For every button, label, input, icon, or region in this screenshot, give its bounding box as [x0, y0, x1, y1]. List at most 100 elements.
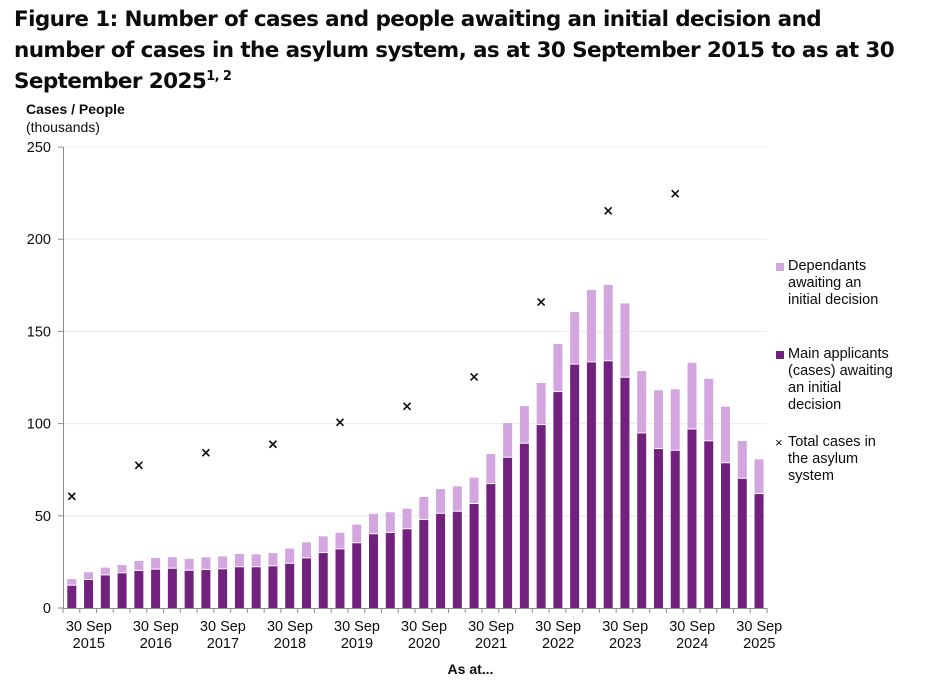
total-cases-marker [604, 206, 613, 215]
y-axis-title: Cases / People (thousands) [26, 100, 125, 136]
y-tick-label: 150 [27, 324, 51, 340]
bar-main-applicants [184, 570, 194, 608]
legend-label-line: awaiting an [788, 275, 862, 291]
bar-dependants [335, 532, 345, 549]
total-cases-marker [470, 372, 479, 382]
legend-label-line: Total cases in [788, 434, 876, 450]
bar-dependants [436, 489, 446, 513]
bar-main-applicants [385, 532, 395, 608]
bar-dependants [67, 579, 77, 585]
bar-main-applicants [603, 361, 613, 608]
bar-main-applicants [637, 433, 647, 608]
bar-dependants [167, 557, 177, 568]
bar-main-applicants [251, 567, 261, 608]
legend-label-line: an initial [788, 380, 842, 396]
bar-dependants [721, 406, 731, 463]
bar-dependants [553, 343, 563, 392]
bar-main-applicants [151, 569, 161, 608]
total-cases-marker [67, 492, 76, 501]
x-tick-label: 30 Sep [602, 619, 648, 635]
bar-dependants [503, 423, 513, 457]
bar-dependants [402, 508, 412, 529]
total-cases-marker [268, 440, 278, 449]
x-tick-label: 2022 [542, 636, 574, 652]
legend-label-line: decision [788, 397, 842, 413]
x-tick-label: 30 Sep [669, 619, 715, 635]
total-cases-marker [402, 402, 412, 411]
bar-dependants [603, 284, 613, 361]
bar-dependants [352, 524, 362, 543]
bar-main-applicants [503, 457, 513, 608]
bar-main-applicants [100, 575, 110, 608]
x-tick-label: 2016 [140, 636, 172, 652]
bar-dependants [754, 459, 764, 494]
bar-dependants [369, 513, 379, 534]
bar-main-applicants [67, 585, 77, 608]
legend-label-line: Main applicants [788, 346, 889, 362]
bar-dependants [653, 390, 663, 449]
x-tick-label: 2023 [609, 636, 641, 652]
bar-dependants [201, 557, 211, 570]
bar-main-applicants [687, 429, 697, 608]
x-tick-label: 30 Sep [200, 619, 246, 635]
bar-dependants [301, 542, 311, 558]
bar-main-applicants [352, 543, 362, 608]
bar-dependants [570, 312, 580, 364]
footnote-refs: 1, 2 [206, 68, 232, 84]
legend-item-dependants: Dependants awaiting an initial decision [776, 258, 926, 309]
bar-dependants [100, 567, 110, 575]
cross-stroke [134, 461, 143, 470]
bar-main-applicants [268, 566, 278, 608]
bar-main-applicants [586, 362, 596, 608]
legend-label-line: initial decision [788, 292, 879, 308]
bar-main-applicants [419, 520, 429, 608]
figure-title: Figure 1: Number of cases and people awa… [14, 7, 895, 94]
bar-dependants [486, 454, 496, 484]
bar-dependants [452, 486, 462, 511]
bar-dependants [234, 553, 244, 567]
x-tick-label: 2020 [408, 636, 440, 652]
cross-stroke [470, 372, 479, 382]
bar-main-applicants [335, 549, 345, 608]
cross-marker-icon: × [775, 435, 783, 450]
bar-dependants [285, 548, 295, 563]
bar-main-applicants [369, 534, 379, 608]
bar-main-applicants [218, 569, 228, 608]
bar-main-applicants [721, 463, 731, 608]
total-cases-marker [671, 189, 680, 198]
x-tick-label: 30 Sep [401, 619, 447, 635]
bar-main-applicants [402, 529, 412, 608]
legend-label-line: (cases) awaiting [788, 363, 893, 379]
bar-main-applicants [653, 449, 663, 608]
total-cases-marker [201, 448, 210, 457]
cross-stroke [537, 298, 546, 307]
legend-label-line: system [788, 468, 834, 484]
bar-main-applicants [201, 570, 211, 608]
legend-item-total-cases: × Total cases in the asylum system [775, 434, 926, 485]
y-tick-label: 0 [43, 601, 51, 617]
cross-stroke [201, 448, 210, 457]
x-axis-title: As at... [447, 661, 494, 677]
y-tick-label: 200 [27, 232, 51, 248]
x-tick-label: 2018 [274, 636, 306, 652]
bar-dependants [84, 572, 94, 579]
bar-dependants [519, 406, 529, 443]
x-tick-label: 30 Sep [267, 619, 313, 635]
x-tick-label: 30 Sep [736, 619, 782, 635]
bar-main-applicants [620, 377, 630, 608]
total-cases-marker [537, 298, 546, 307]
x-tick-label: 2015 [73, 636, 105, 652]
bar-main-applicants [234, 567, 244, 608]
bar-main-applicants [553, 392, 563, 608]
bar-main-applicants [670, 450, 680, 608]
bar-main-applicants [301, 558, 311, 608]
y-tick-label: 50 [35, 509, 51, 525]
bar-dependants [419, 496, 429, 520]
bar-main-applicants [285, 563, 295, 608]
bar-main-applicants [754, 494, 764, 608]
cross-stroke [335, 418, 345, 427]
bar-dependants [637, 371, 647, 433]
bar-main-applicants [737, 478, 747, 608]
y-axis-label: Cases / People [26, 101, 125, 117]
bar-dependants [586, 289, 596, 362]
